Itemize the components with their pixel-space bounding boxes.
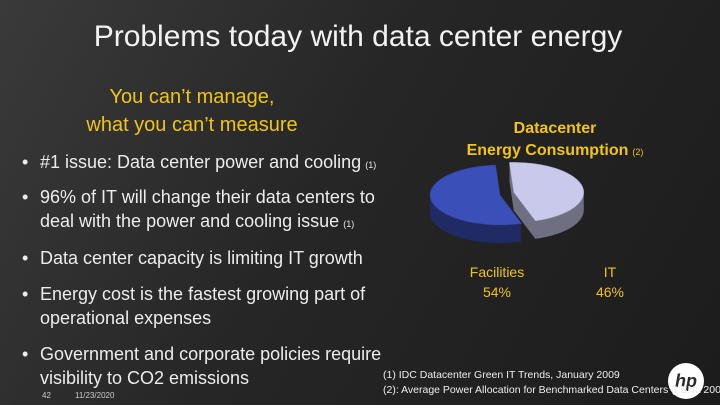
bullet-note: (1) (365, 160, 377, 170)
bullet-text: 96% of IT will change their data centers… (40, 185, 412, 236)
chart-title: Energy Consumption (466, 142, 629, 159)
chart-title: Datacenter (513, 120, 597, 137)
bullet-text: Data center capacity is limiting IT grow… (40, 248, 363, 268)
logo-circle (668, 363, 704, 399)
chart-title: Energy Consumption (2) (455, 142, 655, 160)
bullet-dot: • (22, 284, 29, 304)
bullet-text: Energy cost is the fastest growing part … (40, 284, 366, 328)
subtitle: You can’t manage, (109, 86, 275, 108)
category-label: Facilities (469, 264, 525, 280)
bullet: • Energy cost is the fastest growing part… (22, 282, 412, 330)
bullet-text: 96% of IT will change their data centers… (40, 187, 375, 231)
bullet-dot: • (22, 187, 29, 207)
logo: hp (675, 371, 697, 391)
date: 11/23/2020 (75, 391, 115, 400)
page-number: 42 (42, 391, 51, 400)
bullet-dot: • (22, 248, 29, 268)
subtitle: what you can’t measure (86, 114, 298, 136)
pie-slice (429, 164, 523, 226)
pie (429, 162, 584, 243)
bullet-text: Energy cost is the fastest growing part … (40, 282, 412, 330)
footnote: (2): Average Power Allocation for Benchm… (383, 384, 720, 396)
bullet-dot: • (22, 344, 29, 364)
bullet: • Data center capacity is limiting IT gro… (22, 246, 412, 270)
pie-label: Facilities 54% (457, 262, 537, 302)
bullet-text: Data center capacity is limiting IT grow… (40, 246, 412, 270)
pie-label: IT 46% (570, 262, 650, 302)
bullet-text: #1 issue: Data center power and cooling(… (40, 150, 412, 177)
slide-title: Problems today with data center energy (93, 20, 623, 53)
pie-slice (509, 162, 584, 222)
bullet-text: Government and corporate policies requir… (40, 344, 382, 388)
value-label: 46% (595, 284, 625, 300)
footnote: (1) IDC Datacenter Green IT Trends, Janu… (383, 369, 620, 381)
bullet-text: Government and corporate policies requir… (40, 342, 412, 390)
bullet: • #1 issue: Data center power and cooling… (22, 150, 412, 177)
bullet: • 96% of IT will change their data center… (22, 185, 412, 236)
bullet-text: #1 issue: Data center power and cooling (40, 152, 362, 172)
value-label: 54% (482, 284, 512, 300)
category-label: IT (603, 264, 617, 280)
bullet-note: (1) (343, 219, 355, 229)
chart-title-note: (2) (632, 147, 644, 157)
bullet-dot: • (22, 152, 29, 172)
bullet: • Government and corporate policies requi… (22, 342, 412, 390)
